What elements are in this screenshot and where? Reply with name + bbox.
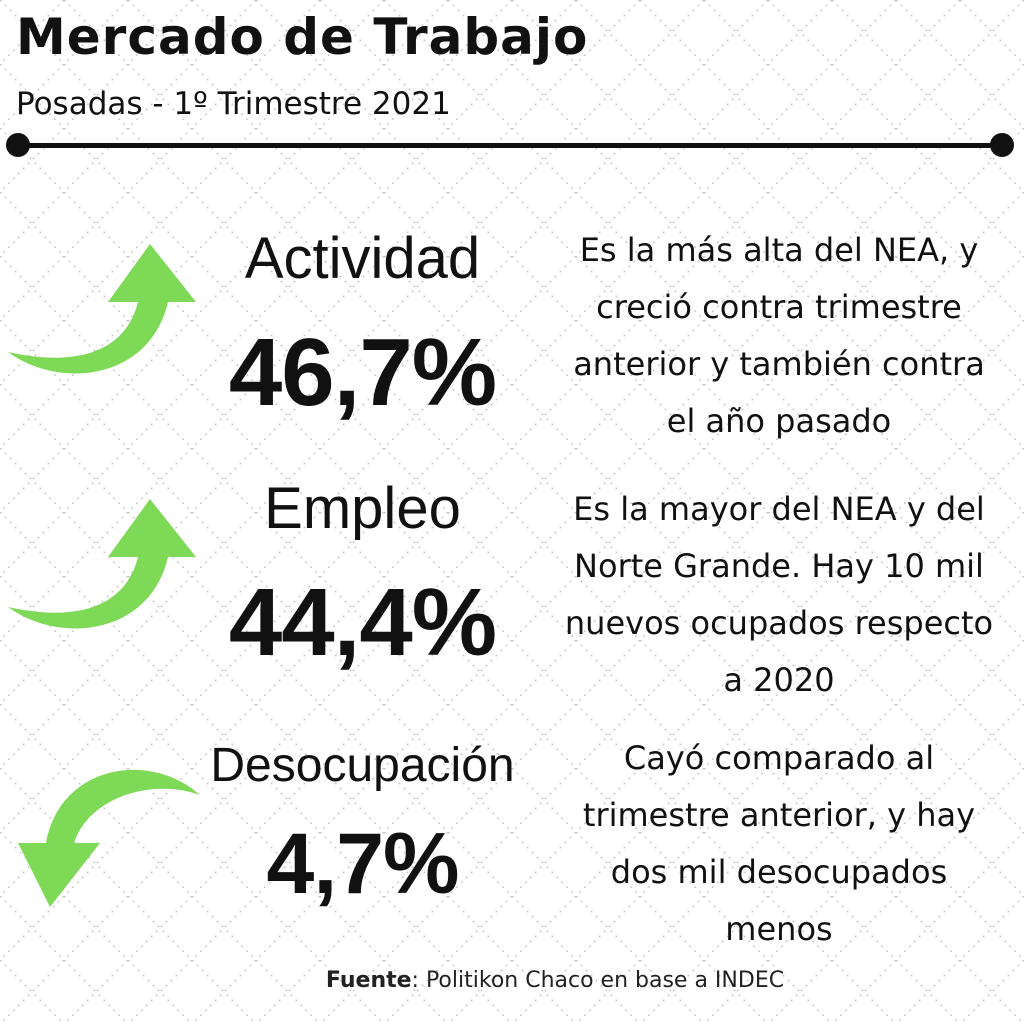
page-subtitle: Posadas - 1º Trimestre 2021 — [16, 86, 451, 122]
indicator-value: 46,7% — [228, 319, 497, 426]
indicator-label: Actividad — [244, 226, 481, 291]
indicator-value: 4,7% — [266, 816, 459, 912]
divider-dot-left — [6, 133, 30, 157]
indicator-description: Es la más alta del NEA, y creció contra … — [573, 231, 985, 440]
indicator-description: Cayó comparado al trimestre anterior, y … — [582, 739, 976, 948]
divider-dot-right — [990, 133, 1014, 157]
source-label: Fuente — [325, 968, 412, 993]
indicator-label: Desocupación — [210, 739, 515, 792]
indicator-value: 44,4% — [228, 569, 497, 676]
arrow-up-icon — [8, 499, 196, 629]
page-title: Mercado de Trabajo — [16, 8, 589, 66]
source-text: : Politikon Chaco en base a INDEC — [411, 968, 785, 993]
divider-line — [16, 143, 1002, 148]
indicator-description: Es la mayor del NEA y del Norte Grande. … — [564, 490, 994, 699]
arrow-down-icon — [18, 769, 200, 907]
source-note: Fuente: Politikon Chaco en base a INDEC — [0, 968, 1024, 993]
arrow-up-icon — [8, 244, 196, 374]
indicator-label: Empleo — [264, 476, 461, 541]
